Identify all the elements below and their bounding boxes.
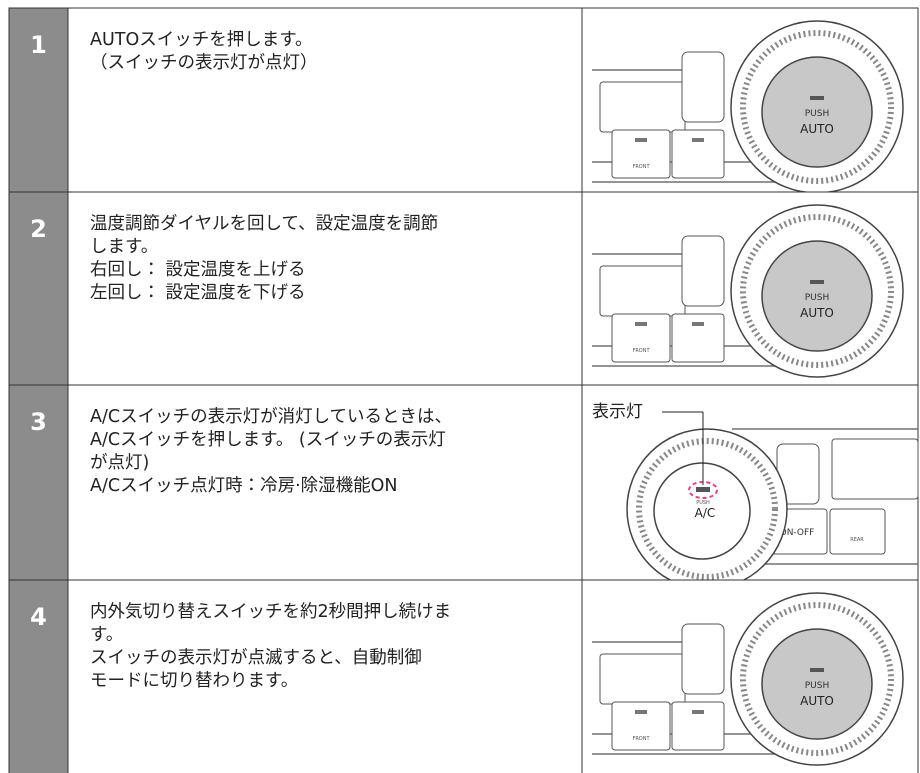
front-label: FRONT (632, 164, 650, 170)
auto-label: AUTO (800, 306, 834, 320)
front-indicator (635, 710, 647, 714)
step-line: モードに切り替わります。 (90, 671, 298, 691)
dial-ring (740, 602, 894, 756)
step-line: が点灯) (90, 453, 149, 473)
callout-label: 表示灯 (592, 402, 643, 422)
front-indicator (635, 138, 647, 142)
recirc-button (671, 313, 725, 363)
onoff-label: ON-OFF (780, 528, 815, 538)
push-label: PUSH (805, 681, 830, 691)
panel-display (831, 438, 919, 500)
rear-label: REAR (850, 537, 864, 543)
dial-inner (653, 462, 751, 560)
recirc-indicator (692, 710, 704, 714)
step-row: 1 AUTOスイッチを押します。 （スイッチの表示灯が点灯） PUSH AUTO FRON… (8, 7, 919, 194)
seat-button (681, 235, 725, 307)
step-line: 温度調節ダイヤルを回して、設定温度を調節 (90, 214, 438, 234)
front-button (611, 701, 671, 751)
front-indicator (635, 322, 647, 326)
step-line: A/Cスイッチ点灯時：冷房·除湿機能ON (90, 476, 398, 496)
text-cell (67, 384, 583, 581)
step-line: 内外気切り替えスイッチを約2秒間押し続けま (90, 602, 451, 622)
step-line: A/Cスイッチの表示灯が消灯しているときは、 (90, 407, 452, 427)
step-line: スイッチの表示灯が点滅すると、自動制御 (90, 648, 422, 668)
rear-button (829, 508, 886, 555)
step-number: 1 (30, 31, 47, 59)
push-label: PUSH (805, 109, 830, 119)
text-cell (67, 7, 583, 193)
seat-button (681, 51, 725, 123)
dial-inner (761, 240, 873, 352)
dial-ring (636, 438, 778, 580)
auto-indicator (810, 96, 824, 100)
step-line: 左回し： 設定温度を下げる (90, 283, 306, 303)
step-line: （スイッチの表示灯が点灯） (90, 53, 318, 73)
recirc-button (671, 701, 725, 751)
front-label: FRONT (632, 348, 650, 354)
step-number: 4 (30, 603, 47, 631)
recirc-button (671, 129, 725, 179)
step-figure: PUSH AUTO FRONT (592, 592, 904, 766)
front-button (611, 129, 671, 179)
recirc-indicator (692, 322, 704, 326)
auto-label: AUTO (800, 122, 834, 136)
dial-inner (761, 56, 873, 168)
step-row: 4 内外気切り替えスイッチを約2秒間押し続けます。スイッチの表示灯が点滅すると、自… (8, 579, 919, 773)
step-line: します。 (90, 237, 158, 257)
recirc-indicator (692, 138, 704, 142)
number-cell (8, 7, 69, 193)
number-cell (8, 191, 69, 386)
push-label: PUSH (805, 293, 830, 303)
front-label: FRONT (632, 736, 650, 742)
step-line: AUTOスイッチを押します。 (90, 30, 313, 50)
auto-indicator (810, 668, 824, 672)
step-number: 3 (30, 408, 47, 436)
step-figure: PUSH AUTO FRONT (592, 20, 904, 194)
step-number: 2 (30, 215, 47, 243)
step-row: 3 A/Cスイッチの表示灯が消灯しているときは、 A/Cスイッチを押します。 (スイ… (8, 384, 919, 590)
auto-label: AUTO (800, 694, 834, 708)
step-line: す。 (90, 625, 123, 645)
ac-label: A/C (695, 506, 716, 520)
step-figure: PUSH AUTO FRONT (592, 204, 904, 378)
push-label: PUSH (696, 500, 710, 506)
dial-inner (761, 628, 873, 740)
number-cell (8, 579, 69, 773)
step-line: 右回し： 設定温度を上げる (90, 260, 306, 280)
auto-indicator (810, 280, 824, 284)
seat-button (681, 623, 725, 695)
step-line: A/Cスイッチを押します。 (スイッチの表示灯 (90, 430, 446, 450)
text-cell (67, 579, 583, 773)
dial-ring (740, 214, 894, 368)
front-button (611, 313, 671, 363)
dial-ring (740, 30, 894, 184)
ac-indicator (696, 487, 710, 492)
